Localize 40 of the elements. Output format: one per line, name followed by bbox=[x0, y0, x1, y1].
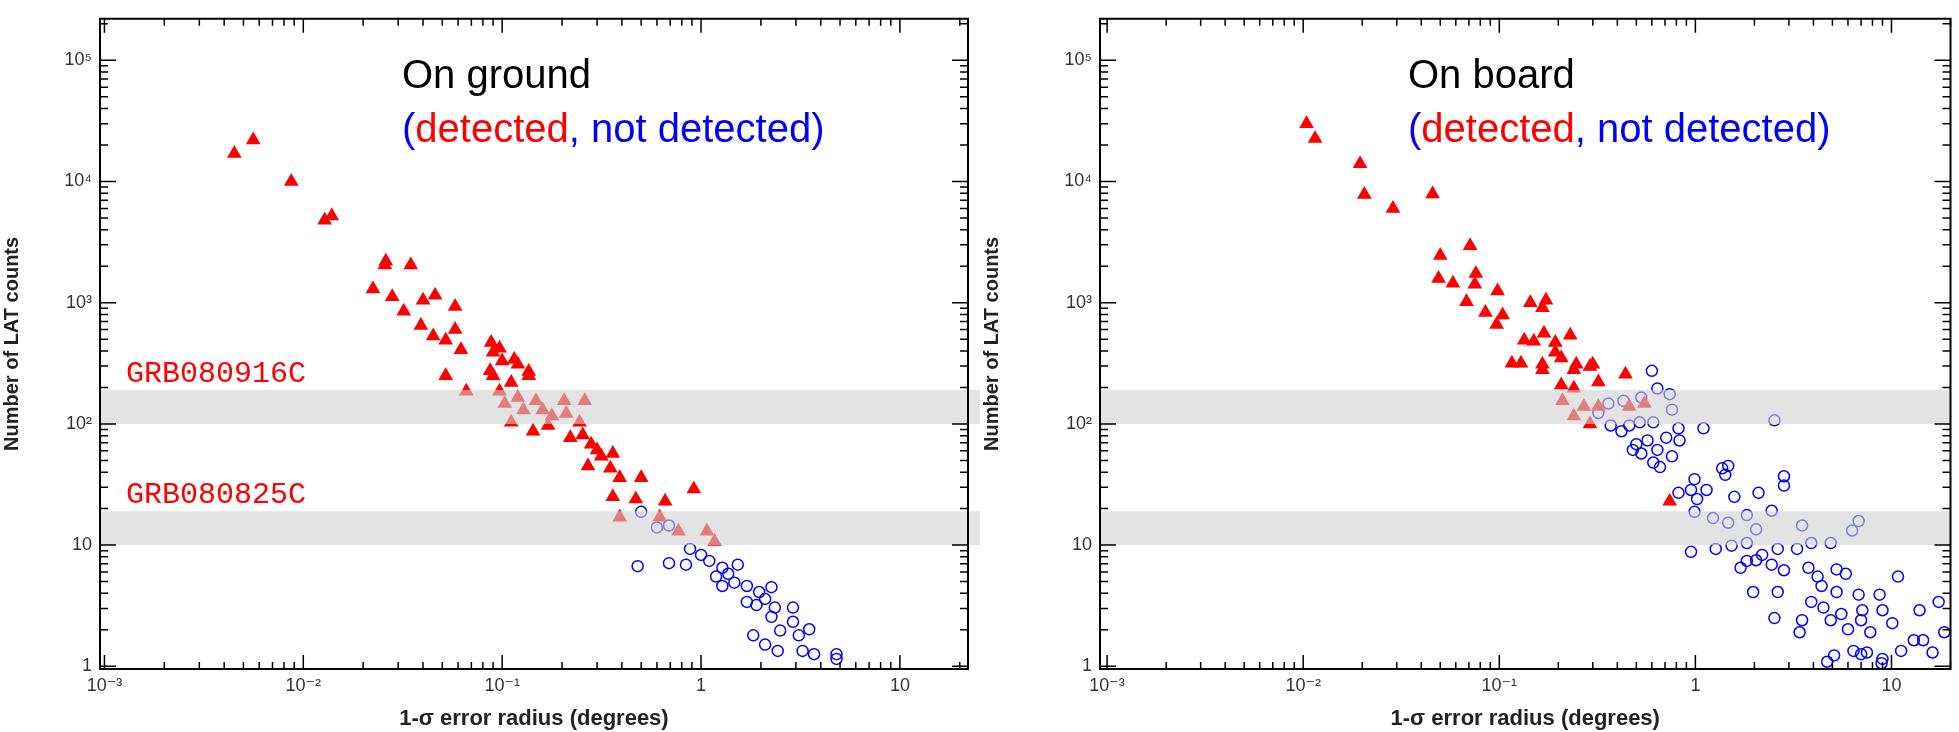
y-tick-label: 10³ bbox=[1065, 291, 1093, 312]
x-tick-label: 10⁻³ bbox=[86, 674, 123, 695]
annotation: ( bbox=[1408, 106, 1422, 150]
annotation: ) bbox=[811, 106, 825, 150]
y-tick-label: 1 bbox=[1081, 655, 1092, 676]
y-tick-label: 10⁴ bbox=[64, 170, 92, 191]
band-label: GRB080916C bbox=[126, 357, 307, 392]
y-tick-label: 10 bbox=[1071, 534, 1092, 555]
text: not detected bbox=[591, 106, 812, 150]
annotation: , bbox=[568, 106, 592, 150]
x-tick-label: 10 bbox=[889, 674, 910, 695]
text: not detected bbox=[1597, 106, 1818, 150]
x-tick-label: 10⁻² bbox=[1285, 674, 1321, 695]
annotation: ) bbox=[1817, 106, 1831, 150]
y-tick-label: 10⁵ bbox=[1064, 49, 1092, 70]
x-tick-label: 1 bbox=[1690, 674, 1701, 695]
text: On board bbox=[1408, 52, 1575, 96]
y-tick-label: 10 bbox=[71, 534, 92, 555]
y-tick-label: 10³ bbox=[65, 291, 93, 312]
series-label: detected bbox=[1421, 106, 1575, 150]
y-tick-label: 10⁴ bbox=[1064, 170, 1092, 191]
x-tick-label: 10⁻¹ bbox=[484, 674, 520, 695]
text: detected bbox=[415, 106, 569, 150]
x-axis-title: 1-σ error radius (degrees) bbox=[1390, 704, 1660, 730]
y-axis-title: Number of LAT counts bbox=[0, 236, 22, 451]
y-tick-label: 10⁵ bbox=[64, 49, 92, 70]
y-axis-title: Number of LAT counts bbox=[979, 236, 1002, 451]
x-tick-label: 10⁻³ bbox=[1089, 674, 1125, 695]
y-tick-label: 10² bbox=[1065, 412, 1093, 433]
x-tick-label: 10⁻¹ bbox=[1481, 674, 1518, 695]
annotation: ( bbox=[402, 106, 416, 150]
x-tick-label: 10⁻² bbox=[285, 674, 322, 695]
y-tick-label: 10² bbox=[65, 412, 93, 433]
y-tick-label: 1 bbox=[81, 655, 92, 676]
band-label: GRB080825C bbox=[126, 478, 307, 513]
x-tick-label: 1 bbox=[696, 674, 707, 695]
x-tick-label: 10 bbox=[1881, 674, 1902, 695]
x-axis-title: 1-σ error radius (degrees) bbox=[399, 704, 669, 730]
text: On ground bbox=[402, 52, 592, 96]
annotation: , bbox=[1574, 106, 1598, 150]
